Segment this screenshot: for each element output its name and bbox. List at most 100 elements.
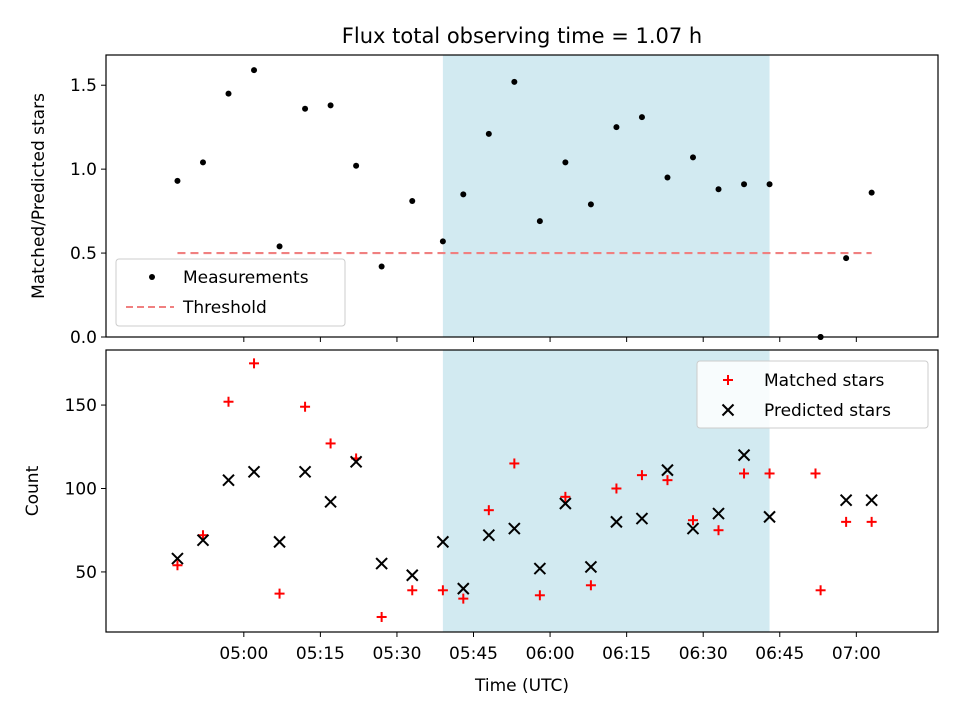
x-marker-b xyxy=(273,535,286,549)
x-tick-label: 06:00 xyxy=(526,644,575,664)
x-marker-b xyxy=(661,463,674,477)
x-marker-b xyxy=(610,515,623,529)
x-marker-b xyxy=(559,497,572,510)
predicted-point xyxy=(865,493,878,507)
legend-x xyxy=(721,403,735,417)
predicted-point xyxy=(508,522,521,535)
ratio-marks xyxy=(174,67,875,340)
matched-point xyxy=(687,515,698,526)
legend-predicted-marker xyxy=(721,403,735,417)
predicted-point xyxy=(635,512,649,525)
matched-point xyxy=(197,530,208,541)
legend-measurements-marker xyxy=(149,274,155,280)
legend-measurements-label: Measurements xyxy=(183,268,309,288)
predicted-point xyxy=(712,507,725,520)
count-axes-frame xyxy=(105,349,939,633)
x-marker-b xyxy=(533,562,547,575)
x-marker-b xyxy=(721,403,735,417)
predicted-point xyxy=(610,515,623,529)
matched-point xyxy=(223,396,234,407)
measurement-point xyxy=(689,154,696,161)
measurement-point xyxy=(327,102,334,109)
x-marker-b xyxy=(865,493,878,507)
measurement-point xyxy=(199,159,206,166)
predicted-point xyxy=(406,569,419,582)
y-tick-label: 150 xyxy=(65,396,97,416)
x-tick-label: 06:15 xyxy=(602,644,651,664)
count-panel: 50 100 150 05:00 05:15 05:30 05:45 06:00 06:15 06… xyxy=(23,349,939,696)
measurement-point xyxy=(485,130,492,137)
y-tick-label: 0.5 xyxy=(70,244,97,264)
predicted-point xyxy=(763,510,776,524)
y-tick-label: 100 xyxy=(65,479,97,499)
matched-point xyxy=(483,505,494,516)
predicted-point xyxy=(737,448,751,462)
ratio-ticks: 0.0 0.5 1.0 1.5 xyxy=(70,76,857,348)
predicted-point xyxy=(298,465,312,479)
matched-point xyxy=(407,585,418,596)
matched-point xyxy=(534,590,545,601)
matched-point xyxy=(713,525,724,536)
measurement-point xyxy=(664,174,671,181)
observing-window-shade xyxy=(442,55,770,337)
matched-point xyxy=(376,611,387,622)
measurement-point xyxy=(562,159,569,166)
matched-point xyxy=(611,483,622,494)
predicted-point xyxy=(482,529,496,542)
count-marks xyxy=(171,358,878,622)
measurement-point xyxy=(276,243,283,250)
count-y-axis-label: Count xyxy=(23,465,43,516)
matched-point xyxy=(560,491,571,502)
x-marker-b xyxy=(457,582,470,595)
y-tick-label: 0.0 xyxy=(70,328,97,348)
measurement-point xyxy=(587,201,594,208)
x-marker-b xyxy=(406,569,419,582)
matched-point xyxy=(739,468,750,479)
predicted-point xyxy=(247,465,261,479)
matched-point xyxy=(815,585,826,596)
legend-predicted-label: Predicted stars xyxy=(764,401,891,421)
predicted-point xyxy=(584,560,598,574)
x-marker-b xyxy=(222,473,235,487)
predicted-point xyxy=(349,455,363,469)
measurement-point xyxy=(174,177,181,184)
x-marker-b xyxy=(712,507,725,520)
x-marker-b xyxy=(839,493,853,507)
predicted-point xyxy=(839,493,853,507)
matched-point xyxy=(172,560,183,571)
predicted-point xyxy=(273,535,286,549)
predicted-point xyxy=(686,522,700,535)
count-ticks: 50 100 150 05:00 05:15 05:30 05:45 06:00 06:15 06… xyxy=(65,396,881,664)
y-tick-label: 1.0 xyxy=(70,160,97,180)
predicted-point xyxy=(196,534,210,547)
predicted-point xyxy=(375,557,388,570)
matched-point xyxy=(662,475,673,486)
x-tick-label: 05:00 xyxy=(219,644,268,664)
matched-point xyxy=(325,438,336,449)
x-marker-b xyxy=(436,535,450,549)
x-tick-label: 07:00 xyxy=(832,644,881,664)
legend-threshold-label: Threshold xyxy=(182,298,267,318)
x-axis-label: Time (UTC) xyxy=(474,676,569,696)
measurement-point xyxy=(766,181,773,188)
measurement-point xyxy=(251,67,258,74)
count-legend: Matched stars Predicted stars xyxy=(696,360,929,429)
matched-point xyxy=(300,401,311,412)
predicted-point xyxy=(457,582,470,595)
x-marker-b xyxy=(375,557,388,570)
matched-point xyxy=(249,358,260,369)
ratio-legend-box xyxy=(115,258,346,327)
legend-matched-label: Matched stars xyxy=(764,371,884,391)
measurement-point xyxy=(536,218,543,225)
matched-point xyxy=(585,580,596,591)
predicted-point xyxy=(171,552,184,565)
measurement-point xyxy=(868,189,875,196)
legend-plus xyxy=(723,375,733,385)
matched-point xyxy=(274,588,285,599)
x-marker-b xyxy=(196,534,210,547)
measurement-point xyxy=(378,263,385,270)
x-tick-label: 05:15 xyxy=(296,644,345,664)
matched-point xyxy=(810,468,821,479)
x-marker-b xyxy=(349,455,363,469)
